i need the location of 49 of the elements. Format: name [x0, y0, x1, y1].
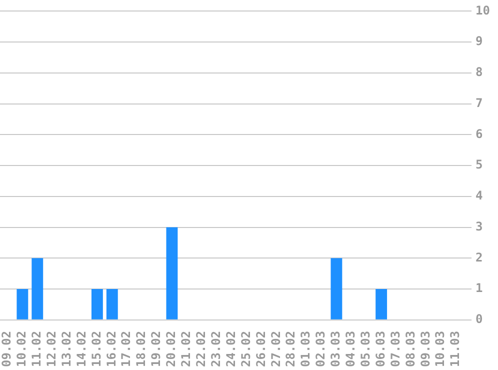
x-tick-label: 15.02 — [89, 330, 104, 367]
x-tick-label: 25.02 — [238, 330, 253, 367]
bar — [16, 289, 28, 320]
x-tick-label: 14.02 — [74, 330, 88, 367]
y-tick-label: 3 — [476, 219, 483, 234]
x-tick-label: 21.02 — [179, 330, 194, 367]
x-tick-label: 19.02 — [149, 330, 164, 367]
x-tick-label: 07.03 — [388, 330, 402, 367]
y-tick-label: 5 — [476, 158, 483, 172]
x-tick-label: 10.03 — [433, 330, 448, 367]
x-tick-label: 01.03 — [298, 330, 313, 367]
x-tick-label: 22.02 — [194, 330, 208, 367]
x-tick-label: 27.02 — [268, 330, 283, 367]
x-tick-label: 09.02 — [0, 330, 14, 367]
y-tick-label: 0 — [476, 312, 483, 326]
x-tick-label: 17.02 — [119, 330, 134, 367]
bar — [91, 289, 103, 320]
bar — [330, 258, 342, 320]
x-tick-label: 13.02 — [59, 330, 74, 367]
y-tick-label: 8 — [476, 65, 483, 80]
x-tick-label: 18.02 — [134, 330, 148, 367]
x-tick-label: 11.02 — [30, 330, 44, 367]
bar — [166, 227, 178, 320]
x-tick-label: 08.03 — [403, 330, 418, 367]
x-tick-label: 24.02 — [224, 330, 238, 367]
x-tick-label: 03.03 — [328, 330, 343, 367]
x-tick-label: 16.02 — [104, 330, 118, 367]
y-tick-label: 1 — [476, 281, 483, 296]
x-tick-label: 26.02 — [254, 330, 268, 367]
y-tick-label: 4 — [476, 188, 483, 203]
x-tick-label: 10.02 — [14, 330, 29, 367]
x-tick-label: 05.03 — [358, 330, 372, 367]
y-tick-label: 9 — [476, 34, 483, 48]
x-tick-label: 20.02 — [164, 330, 178, 367]
y-tick-label: 10 — [476, 3, 490, 18]
y-tick-label: 7 — [476, 96, 483, 110]
bar — [376, 289, 388, 320]
x-tick-label: 02.03 — [314, 330, 328, 367]
x-tick-label: 11.03 — [448, 330, 462, 367]
x-tick-label: 23.02 — [208, 330, 223, 367]
y-tick-label: 2 — [476, 250, 483, 264]
bar — [32, 258, 44, 320]
x-tick-label: 06.03 — [373, 330, 388, 367]
x-tick-label: 12.02 — [44, 330, 58, 367]
x-tick-label: 04.03 — [344, 330, 358, 367]
y-tick-label: 6 — [476, 126, 483, 141]
x-tick-label: 28.02 — [284, 330, 298, 367]
x-tick-label: 09.03 — [418, 330, 432, 367]
bar — [106, 289, 118, 320]
